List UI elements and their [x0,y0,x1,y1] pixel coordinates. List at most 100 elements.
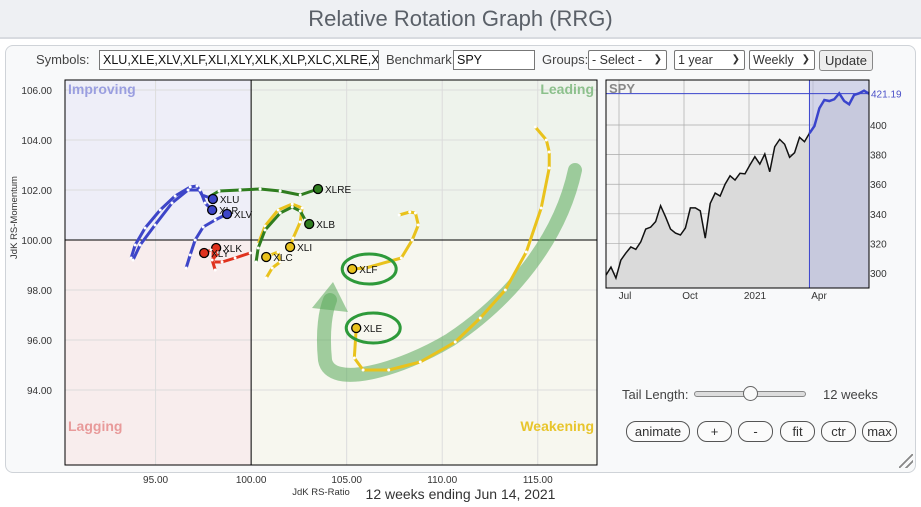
x-tick-label: 105.00 [331,475,362,486]
spy-x-tick-label: Jul [619,291,632,302]
tail-point [298,220,302,224]
tail-point [547,166,551,170]
series-xlre: XLRE [205,183,351,200]
tail-point [188,185,192,189]
spy-chart-border [605,79,870,289]
tail-point [233,256,237,260]
tail-point [217,189,221,193]
highlight-circle [340,252,398,286]
tail-point [352,356,356,360]
tail-point [387,368,391,372]
interval-select[interactable]: Weekly ❯ [749,50,815,70]
zoom-in-button[interactable]: + [697,421,732,442]
tail-point [413,211,417,215]
tail-point [418,360,422,364]
benchmark-label: Benchmark: [386,52,456,67]
tail-point [184,266,188,270]
animate-button[interactable]: animate [626,421,690,442]
page-title: Relative Rotation Graph (RRG) [308,6,613,31]
fit-button[interactable]: fit [780,421,815,442]
tail-point [213,268,217,272]
tail-point [186,188,190,192]
series-label: XLV [234,210,252,221]
tail-point [278,260,282,264]
tail-point [278,211,282,215]
tail-length-slider-handle[interactable] [743,386,758,401]
tail-point [188,253,192,257]
tail-point [399,256,403,260]
tail-point [453,340,457,344]
tail-point [298,193,302,197]
tail-point [198,188,202,192]
page-header: Relative Rotation Graph (RRG) [0,0,921,39]
tail-point [238,188,242,192]
tail-point [217,251,221,254]
max-button[interactable]: max [862,421,897,442]
head-point [198,247,210,259]
head-point [351,322,362,334]
interval-value: Weekly [753,53,794,67]
benchmark-input[interactable]: SPY [453,50,535,70]
tail-line [131,188,214,261]
tail-point [210,258,214,262]
tail-point [300,206,304,210]
symbols-label: Symbols: [36,52,90,67]
tail-line [254,205,311,263]
tail-point [478,316,482,320]
annotation-arrow [316,163,582,382]
plot-border [64,79,598,466]
spy-title: SPY [609,81,635,96]
spy-y-tick-label: 360 [870,180,887,191]
tail-point [153,223,157,227]
series-xly: XLY [198,247,230,272]
y-tick-label: 100.00 [21,236,52,247]
series-xle: XLE [351,125,551,372]
tail-point [524,250,528,254]
update-button[interactable]: Update [819,50,873,71]
spy-y-tick-label: 320 [870,239,887,250]
x-tick-label: 110.00 [427,475,457,486]
spy-x-tick-label: Oct [682,291,698,302]
series-label: XLE [363,324,382,335]
center-button[interactable]: ctr [821,421,856,442]
y-tick-label: 96.00 [27,336,52,347]
resize-handle-icon[interactable] [899,454,913,468]
symbols-input[interactable]: XLU,XLE,XLV,XLF,XLI,XLY,XLK,XLP,XLC,XLRE… [99,50,379,70]
tail-point [276,250,280,254]
tail-point [258,187,262,191]
y-axis-label: JdK RS-Momentum [9,176,20,259]
tail-point [544,138,548,142]
spy-price-line [605,132,811,281]
tail-point [539,206,543,210]
spy-area [606,90,869,288]
series-xlc: XLC [261,250,293,280]
series-label: XLC [273,253,292,264]
y-tick-label: 106.00 [21,86,52,97]
head-point [312,183,324,195]
spy-last-value-label: 421.19 [871,90,902,101]
head-point [221,208,233,220]
head-point [207,193,219,205]
tail-point [143,226,147,230]
spy-y-tick-label: 300 [870,269,887,280]
spy-x-tick-label: 2021 [744,291,767,302]
tail-point [298,209,302,213]
tail-point [138,243,142,247]
tail-line [256,202,304,248]
chevron-down-icon: ❯ [801,54,810,65]
zoom-out-button[interactable]: - [738,421,773,442]
tail-point [264,276,268,280]
tail-point [131,258,135,262]
tail-point [270,266,274,270]
quadrant-label-weakening: Weakening [520,418,594,434]
tail-point [256,246,260,250]
series-label: XLY [211,249,229,260]
period-select[interactable]: 1 year ❯ [674,50,745,70]
tail-point [170,201,174,205]
spy-y-tick-label: 400 [870,121,887,132]
chevron-down-icon: ❯ [731,54,740,65]
y-tick-label: 104.00 [21,136,52,147]
tail-point [361,368,365,372]
groups-select[interactable]: - Select - ❯ [588,50,667,70]
tail-point [547,150,551,154]
